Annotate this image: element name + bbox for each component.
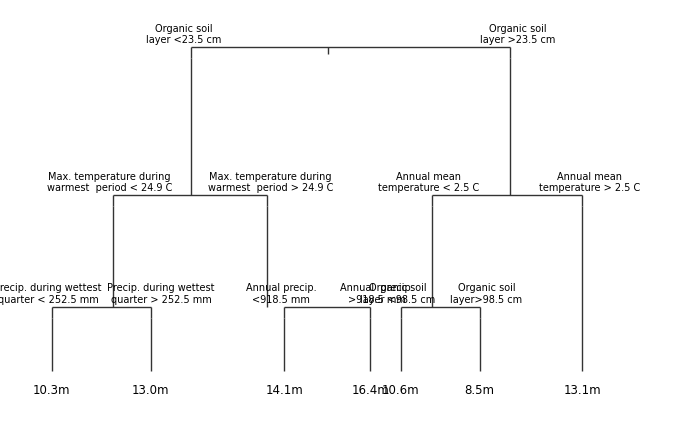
Text: Annual  precip.
>918.5 mm: Annual precip. >918.5 mm <box>340 283 414 305</box>
Text: Organic soil
layer >23.5 cm: Organic soil layer >23.5 cm <box>480 24 555 45</box>
Text: 13.1m: 13.1m <box>563 384 601 397</box>
Text: 16.4m: 16.4m <box>351 384 389 397</box>
Text: 13.0m: 13.0m <box>132 384 170 397</box>
Text: Organic soil
layer <23.5 cm: Organic soil layer <23.5 cm <box>146 24 222 45</box>
Text: Precip. during wettest
quarter < 252.5 mm: Precip. during wettest quarter < 252.5 m… <box>0 283 102 305</box>
Text: Organic soil
layer <98.5 cm: Organic soil layer <98.5 cm <box>360 283 435 305</box>
Text: Annual precip.
<918.5 mm: Annual precip. <918.5 mm <box>245 283 317 305</box>
Text: 8.5m: 8.5m <box>465 384 495 397</box>
Text: Max. temperature during
warmest  period < 24.9 C: Max. temperature during warmest period <… <box>47 172 173 193</box>
Text: 14.1m: 14.1m <box>266 384 303 397</box>
Text: Annual mean
temperature < 2.5 C: Annual mean temperature < 2.5 C <box>377 172 479 193</box>
Text: Precip. during wettest
quarter > 252.5 mm: Precip. during wettest quarter > 252.5 m… <box>108 283 215 305</box>
Text: Annual mean
temperature > 2.5 C: Annual mean temperature > 2.5 C <box>539 172 640 193</box>
Text: Organic soil
layer>98.5 cm: Organic soil layer>98.5 cm <box>450 283 523 305</box>
Text: 10.6m: 10.6m <box>382 384 419 397</box>
Text: 10.3m: 10.3m <box>33 384 71 397</box>
Text: Max. temperature during
warmest  period > 24.9 C: Max. temperature during warmest period >… <box>208 172 333 193</box>
